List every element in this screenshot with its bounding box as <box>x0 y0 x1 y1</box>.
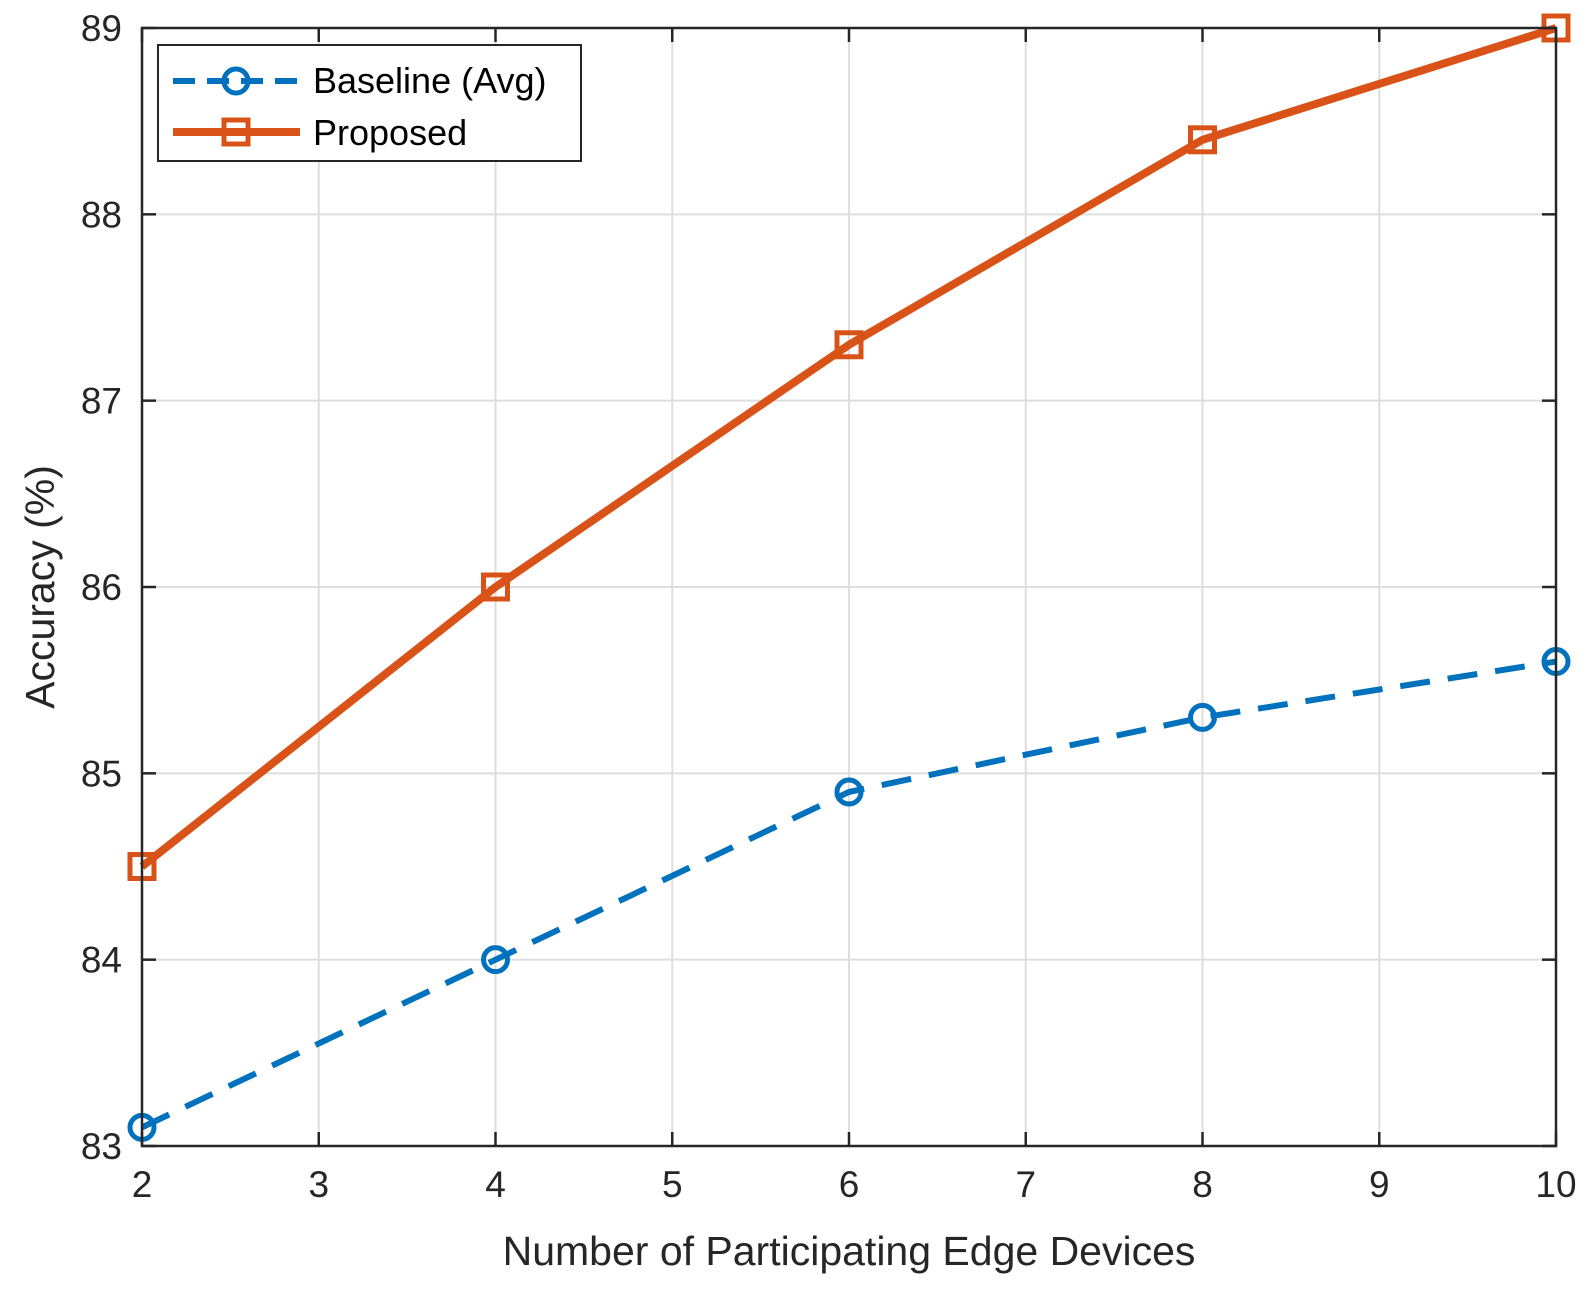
x-tick-label: 5 <box>662 1164 683 1205</box>
x-tick-label: 8 <box>1192 1164 1213 1205</box>
legend-label-baseline: Baseline (Avg) <box>313 60 546 101</box>
x-tick-label: 7 <box>1015 1164 1036 1205</box>
y-tick-label: 89 <box>81 8 122 49</box>
ticks <box>140 26 1558 1148</box>
legend-marker-baseline <box>221 66 251 96</box>
x-tick-label: 4 <box>485 1164 506 1205</box>
x-tick-label: 2 <box>132 1164 153 1205</box>
series-layer <box>127 13 1571 1142</box>
y-tick-label: 83 <box>81 1126 122 1167</box>
x-tick-label: 6 <box>839 1164 860 1205</box>
data-point-proposed <box>1188 125 1217 155</box>
data-point-baseline-avg <box>1188 702 1217 732</box>
data-point-baseline-avg <box>834 777 864 807</box>
y-tick-label: 88 <box>81 194 122 235</box>
x-tick-label: 10 <box>1535 1164 1576 1205</box>
y-axis-title: Accuracy (%) <box>17 465 63 709</box>
x-axis-title: Number of Participating Edge Devices <box>503 1228 1196 1274</box>
y-tick-label: 84 <box>81 940 122 981</box>
legend-label-proposed: Proposed <box>313 112 467 153</box>
x-tick-label: 3 <box>308 1164 329 1205</box>
series-line-baseline-avg <box>140 658 1557 1131</box>
data-point-baseline-avg <box>481 945 510 975</box>
y-tick-label: 86 <box>81 567 122 608</box>
x-tick-label: 9 <box>1369 1164 1390 1205</box>
y-tick-label: 85 <box>81 753 122 794</box>
data-point-proposed <box>481 572 510 602</box>
data-point-proposed <box>834 330 864 360</box>
y-tick-label: 87 <box>81 381 122 422</box>
legend: Baseline (Avg) Proposed <box>157 44 582 162</box>
series-line-proposed <box>139 24 1558 870</box>
legend-marker-proposed <box>221 117 251 147</box>
